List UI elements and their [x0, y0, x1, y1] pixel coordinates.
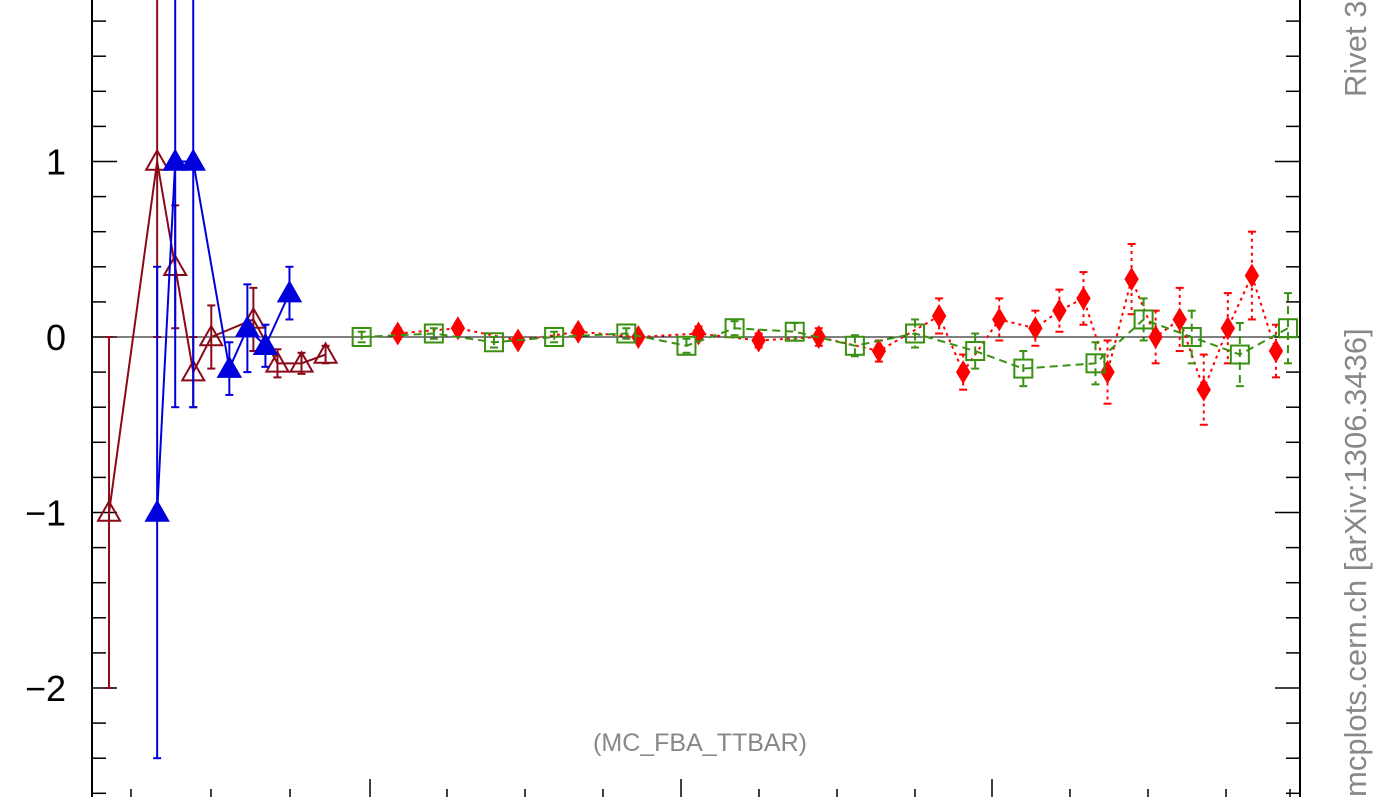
- data-point-triangle: [162, 148, 188, 171]
- data-point-diamond: [390, 321, 405, 346]
- data-point-diamond: [1076, 286, 1091, 311]
- analysis-label: (MC_FBA_TTBAR): [593, 729, 807, 757]
- data-point-diamond: [931, 303, 947, 328]
- data-point-square: [1229, 344, 1250, 365]
- data-point-diamond: [1028, 316, 1043, 341]
- data-point-triangle: [198, 323, 225, 347]
- data-point-triangle: [96, 499, 122, 522]
- data-point-diamond: [1244, 263, 1260, 288]
- data-point-triangle: [144, 499, 170, 522]
- data-point-diamond: [1124, 267, 1139, 292]
- data-point-square: [1013, 358, 1034, 379]
- x-axis-ticks: [130, 779, 1291, 797]
- data-point-square: [1085, 353, 1106, 374]
- series-2: [390, 230, 1284, 426]
- data-point-square: [423, 323, 444, 344]
- data-point-diamond: [1148, 325, 1163, 349]
- data-point-diamond: [871, 339, 887, 364]
- data-point-triangle: [234, 315, 261, 338]
- y-tick-label: −1: [25, 493, 66, 534]
- series-line: [361, 318, 1289, 370]
- y-axis-ticks: [92, 20, 1300, 795]
- data-point-square: [724, 318, 745, 339]
- data-point-square: [483, 332, 504, 353]
- data-point-diamond: [1220, 316, 1236, 341]
- data-point-triangle: [144, 148, 170, 171]
- data-point-triangle: [216, 355, 243, 378]
- data-point-square: [965, 341, 986, 362]
- y-axis-tick-labels: −2 −1 0 1: [25, 142, 66, 710]
- data-point-square: [905, 323, 926, 344]
- series-1: [144, 0, 303, 760]
- data-point-square: [676, 335, 697, 356]
- series-0: [96, 0, 339, 689]
- y-tick-label: 0: [46, 317, 66, 358]
- data-point-square: [1181, 327, 1202, 347]
- data-point-triangle: [252, 332, 279, 356]
- data-point-square: [1277, 318, 1298, 339]
- data-point-diamond: [1196, 377, 1211, 402]
- data-series: [96, 0, 1298, 760]
- data-point-diamond: [1268, 339, 1284, 364]
- data-point-triangle: [264, 350, 291, 373]
- data-point-triangle: [276, 280, 303, 303]
- data-point-diamond: [1052, 298, 1067, 323]
- data-point-diamond: [631, 325, 646, 349]
- data-point-diamond: [450, 316, 466, 341]
- data-point-diamond: [955, 360, 971, 385]
- data-point-triangle: [312, 341, 339, 364]
- data-point-diamond: [571, 319, 586, 344]
- data-point-diamond: [992, 307, 1007, 332]
- data-point-diamond: [1172, 307, 1187, 332]
- data-point-square: [1133, 309, 1154, 330]
- data-point-square: [784, 321, 805, 342]
- data-point-square: [351, 327, 372, 347]
- data-point-square: [544, 327, 565, 347]
- data-point-square: [616, 323, 637, 344]
- series-line: [397, 272, 1277, 393]
- mcplots-watermark: mcplots.cern.ch [arXiv:1306.3436]: [1338, 328, 1373, 797]
- data-point-diamond: [811, 325, 826, 349]
- y-tick-label: −2: [25, 668, 66, 709]
- data-point-square: [844, 335, 865, 356]
- data-point-triangle: [180, 148, 206, 171]
- data-point-diamond: [1100, 360, 1115, 385]
- data-point-diamond: [751, 328, 766, 353]
- series-3: [351, 292, 1298, 388]
- plot-frame: [91, 0, 1301, 797]
- data-point-triangle: [288, 350, 315, 373]
- y-tick-label: 1: [46, 142, 66, 183]
- rivet-watermark: Rivet 3: [1338, 1, 1373, 97]
